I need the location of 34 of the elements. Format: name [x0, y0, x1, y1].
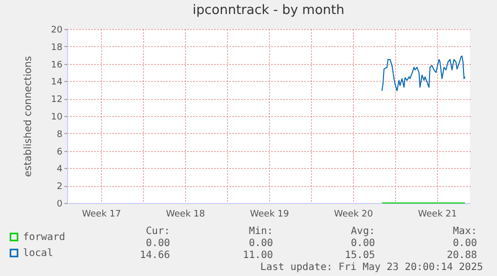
text: 0.00: [350, 238, 375, 249]
y-tick-label: 18: [51, 42, 63, 53]
y-tick-label: 16: [51, 60, 63, 70]
x-tick-label: Week 18: [166, 210, 206, 220]
text: Last update: Fri May 23 20:00:14 2025: [260, 262, 483, 273]
text: 14.66: [140, 250, 170, 261]
text: Cur:: [146, 226, 170, 237]
text: 0.00: [452, 238, 477, 249]
x-tick-label: Week 17: [82, 210, 121, 220]
line-series: [382, 55, 466, 92]
y-tick-label: 20: [51, 26, 63, 36]
y-tick-label: 0: [56, 200, 63, 210]
x-tick-label: Week 20: [334, 210, 374, 220]
x-tick-label: Week 19: [250, 210, 290, 220]
y-tick-label: 14: [51, 78, 63, 88]
text: 11.00: [242, 250, 273, 261]
text: 20.88: [446, 250, 477, 261]
y-tick-label: 2: [56, 182, 62, 192]
x-tick-label: Week 21: [418, 210, 457, 220]
legend-label: forward: [23, 232, 66, 243]
y-tick-label: 10: [51, 112, 63, 122]
chart-title: ipconntrack - by month: [192, 3, 344, 18]
text: Max:: [452, 226, 477, 237]
y-tick-label: 4: [56, 164, 63, 175]
text: 0.00: [248, 238, 273, 249]
y-tick-label: 12: [51, 95, 62, 106]
text: Avg:: [350, 226, 375, 237]
y-tick-label: 8: [56, 130, 63, 140]
text: Min:: [248, 226, 273, 237]
text: 0.00: [146, 238, 170, 249]
y-axis-title: established connections: [23, 56, 34, 177]
y-tick-label: 6: [56, 147, 63, 158]
text: 15.05: [344, 250, 375, 261]
legend-label: local: [23, 248, 54, 259]
